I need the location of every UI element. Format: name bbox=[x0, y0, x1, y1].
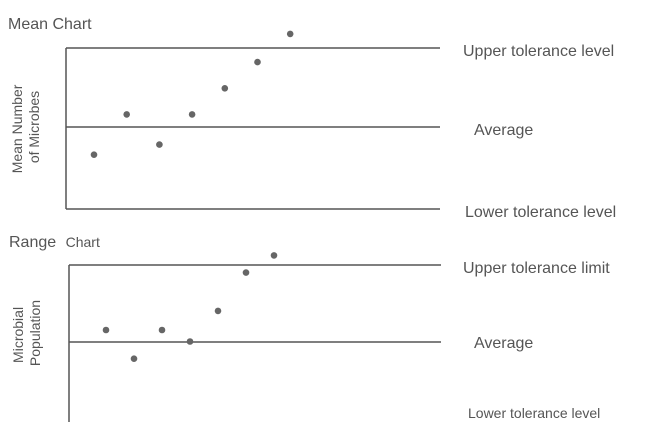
range-chart-average-label: Average bbox=[474, 335, 533, 352]
mean-chart-ylabel-line-2: of Microbes bbox=[26, 91, 42, 163]
mean-chart-ylabel: Mean Number of Microbes bbox=[9, 81, 42, 174]
range-chart-title-word-1: Range bbox=[9, 234, 56, 251]
range-chart-ylabel-line-2: Population bbox=[27, 300, 43, 366]
mean-chart-lower-label: Lower tolerance level bbox=[465, 204, 616, 221]
range-chart-point bbox=[102, 326, 110, 334]
mean-chart-point bbox=[123, 111, 130, 118]
range-chart-title: Range Chart bbox=[9, 234, 100, 251]
range-chart-points bbox=[102, 252, 278, 363]
range-chart-ylabel: Microbial Population bbox=[10, 300, 43, 366]
range-chart-point bbox=[270, 252, 278, 259]
mean-chart-point bbox=[221, 85, 229, 92]
mean-chart-point bbox=[188, 111, 196, 118]
mean-chart-title: Mean Chart bbox=[8, 16, 92, 33]
mean-chart-point bbox=[254, 58, 261, 66]
range-chart-lower-label: Lower tolerance level bbox=[468, 405, 600, 421]
range-chart-title-word-2: Chart bbox=[66, 234, 100, 250]
mean-chart-ylabel-line-1: Mean Number bbox=[9, 84, 25, 173]
mean-chart: Mean Chart Mean Number of Microbes Upper… bbox=[8, 16, 616, 221]
range-chart-point bbox=[130, 355, 138, 363]
range-chart: Range Chart Microbial Population Upper t… bbox=[9, 234, 610, 422]
mean-chart-point bbox=[286, 30, 294, 38]
range-chart-point bbox=[242, 269, 250, 276]
mean-chart-point bbox=[156, 141, 163, 148]
range-chart-upper-label: Upper tolerance limit bbox=[463, 260, 610, 277]
mean-chart-points bbox=[90, 30, 294, 158]
mean-chart-average-label: Average bbox=[474, 122, 533, 139]
range-chart-point bbox=[158, 326, 166, 334]
range-chart-ylabel-line-1: Microbial bbox=[10, 307, 26, 363]
range-chart-point bbox=[186, 338, 194, 345]
mean-chart-upper-label: Upper tolerance level bbox=[463, 43, 614, 60]
mean-chart-point bbox=[90, 151, 98, 158]
range-chart-point bbox=[214, 307, 222, 315]
